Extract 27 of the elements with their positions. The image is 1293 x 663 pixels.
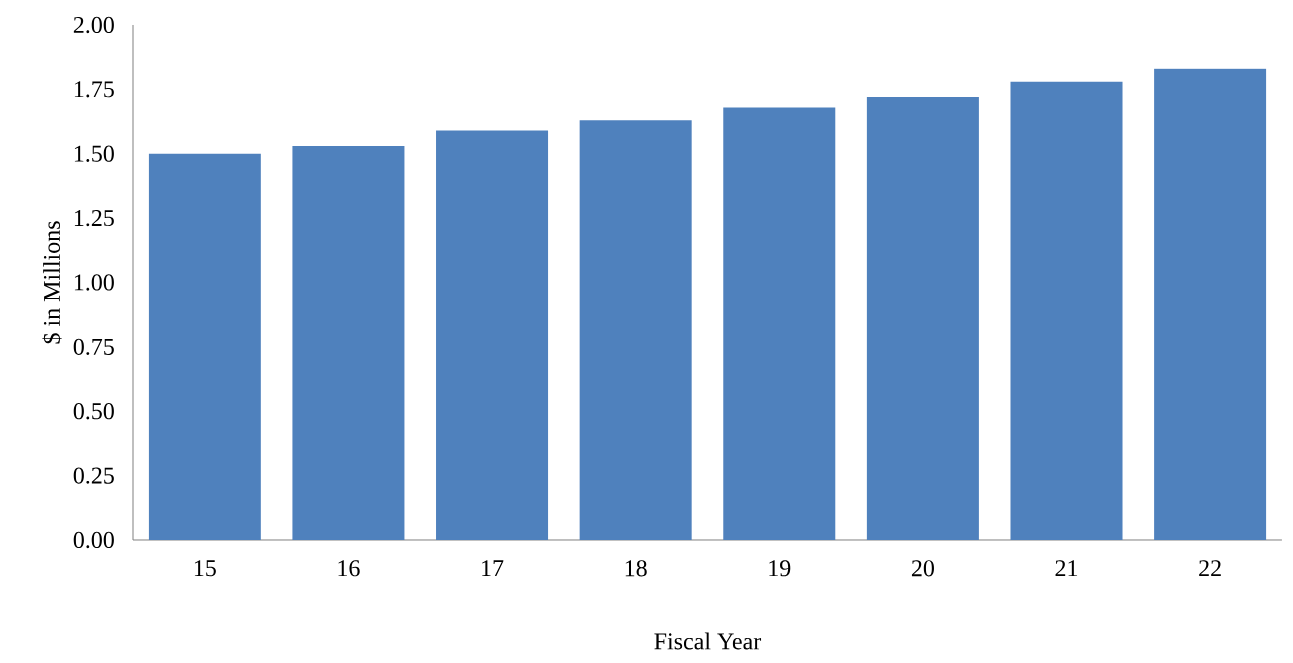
- x-tick-label: 17: [482, 560, 504, 577]
- y-tick-label: 1.75: [74, 81, 114, 98]
- y-tick-label: 1.50: [74, 145, 114, 162]
- bar: [1154, 68, 1267, 540]
- bar: [866, 97, 979, 540]
- x-tick-label: 18: [625, 560, 647, 577]
- bar: [723, 107, 836, 540]
- bar: [1010, 81, 1123, 540]
- x-tick-label: 16: [338, 560, 360, 577]
- y-tick-label: 0.00: [73, 531, 114, 549]
- x-tick-label: 15: [194, 560, 216, 577]
- y-tick-label: 0.50: [73, 403, 114, 420]
- x-tick-label: 19: [769, 560, 791, 577]
- y-tick-label: 0.75: [73, 338, 114, 356]
- bar: [292, 146, 405, 540]
- bar: [436, 130, 549, 540]
- bar: [148, 153, 261, 540]
- y-axis-title: $ in Millions: [42, 221, 62, 344]
- x-tick-label: 21: [1055, 560, 1078, 577]
- y-tick-label: 1.25: [74, 210, 114, 227]
- y-tick-label: 0.25: [73, 467, 114, 484]
- x-axis-title: Fiscal Year: [654, 632, 762, 650]
- x-tick-label: 20: [911, 560, 934, 577]
- y-tick-label: 2.00: [73, 16, 114, 34]
- x-tick-label: 22: [1199, 560, 1221, 577]
- y-tick-label: 1.00: [74, 274, 114, 291]
- bar: [579, 120, 692, 540]
